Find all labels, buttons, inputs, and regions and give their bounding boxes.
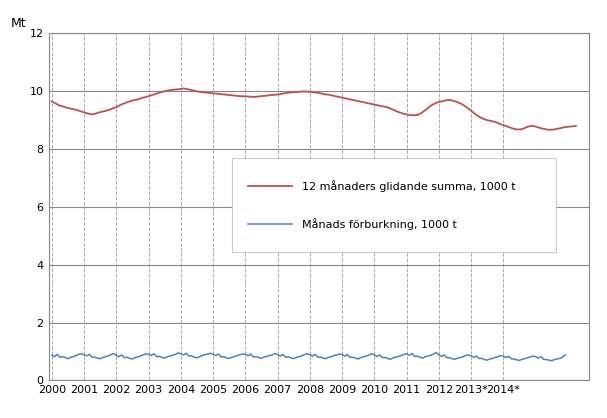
Text: Mt: Mt — [11, 17, 26, 30]
Text: 12 månaders glidande summa, 1000 t: 12 månaders glidande summa, 1000 t — [302, 180, 516, 192]
Text: Månads förburkning, 1000 t: Månads förburkning, 1000 t — [302, 218, 457, 230]
FancyBboxPatch shape — [232, 158, 557, 252]
